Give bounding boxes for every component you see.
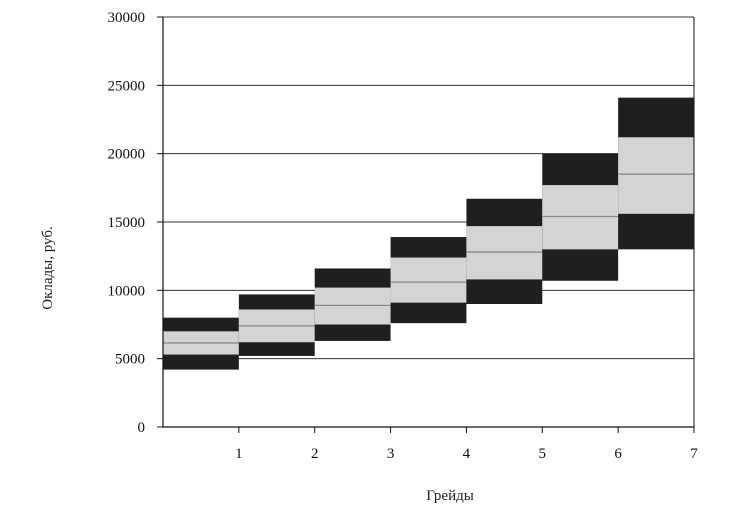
grade-inner-band: [542, 185, 619, 250]
x-tick-label: 5: [539, 446, 547, 462]
y-tick-label: 10000: [108, 283, 146, 299]
grade-inner-band: [390, 257, 467, 303]
grade-inner-band: [314, 287, 391, 325]
x-tick-label: 3: [387, 446, 395, 462]
y-tick-label: 5000: [115, 352, 145, 368]
y-tick-label: 15000: [108, 215, 146, 231]
y-tick-label: 20000: [108, 147, 146, 163]
grade-inner-band: [618, 137, 694, 214]
grade-inner-band: [466, 226, 543, 280]
grade-ranges: [163, 97, 694, 370]
x-tick-label: 1: [235, 446, 243, 462]
y-tick-labels: 0 5000 10000 15000 20000 25000 30000: [108, 10, 163, 436]
x-tick-labels: 1 2 3 4 5 6 7: [235, 427, 698, 462]
x-tick-label: 6: [614, 446, 622, 462]
x-axis-title: Грейды: [426, 488, 474, 504]
x-tick-label: 4: [463, 446, 471, 462]
grid-lines: [163, 16, 694, 360]
x-tick-label: 2: [311, 446, 319, 462]
y-tick-label: 25000: [108, 78, 146, 94]
y-tick-label: 0: [138, 420, 146, 436]
y-tick-label: 30000: [108, 10, 146, 26]
y-axis-title: Оклады, руб.: [40, 226, 56, 309]
x-tick-label: 7: [690, 446, 698, 462]
